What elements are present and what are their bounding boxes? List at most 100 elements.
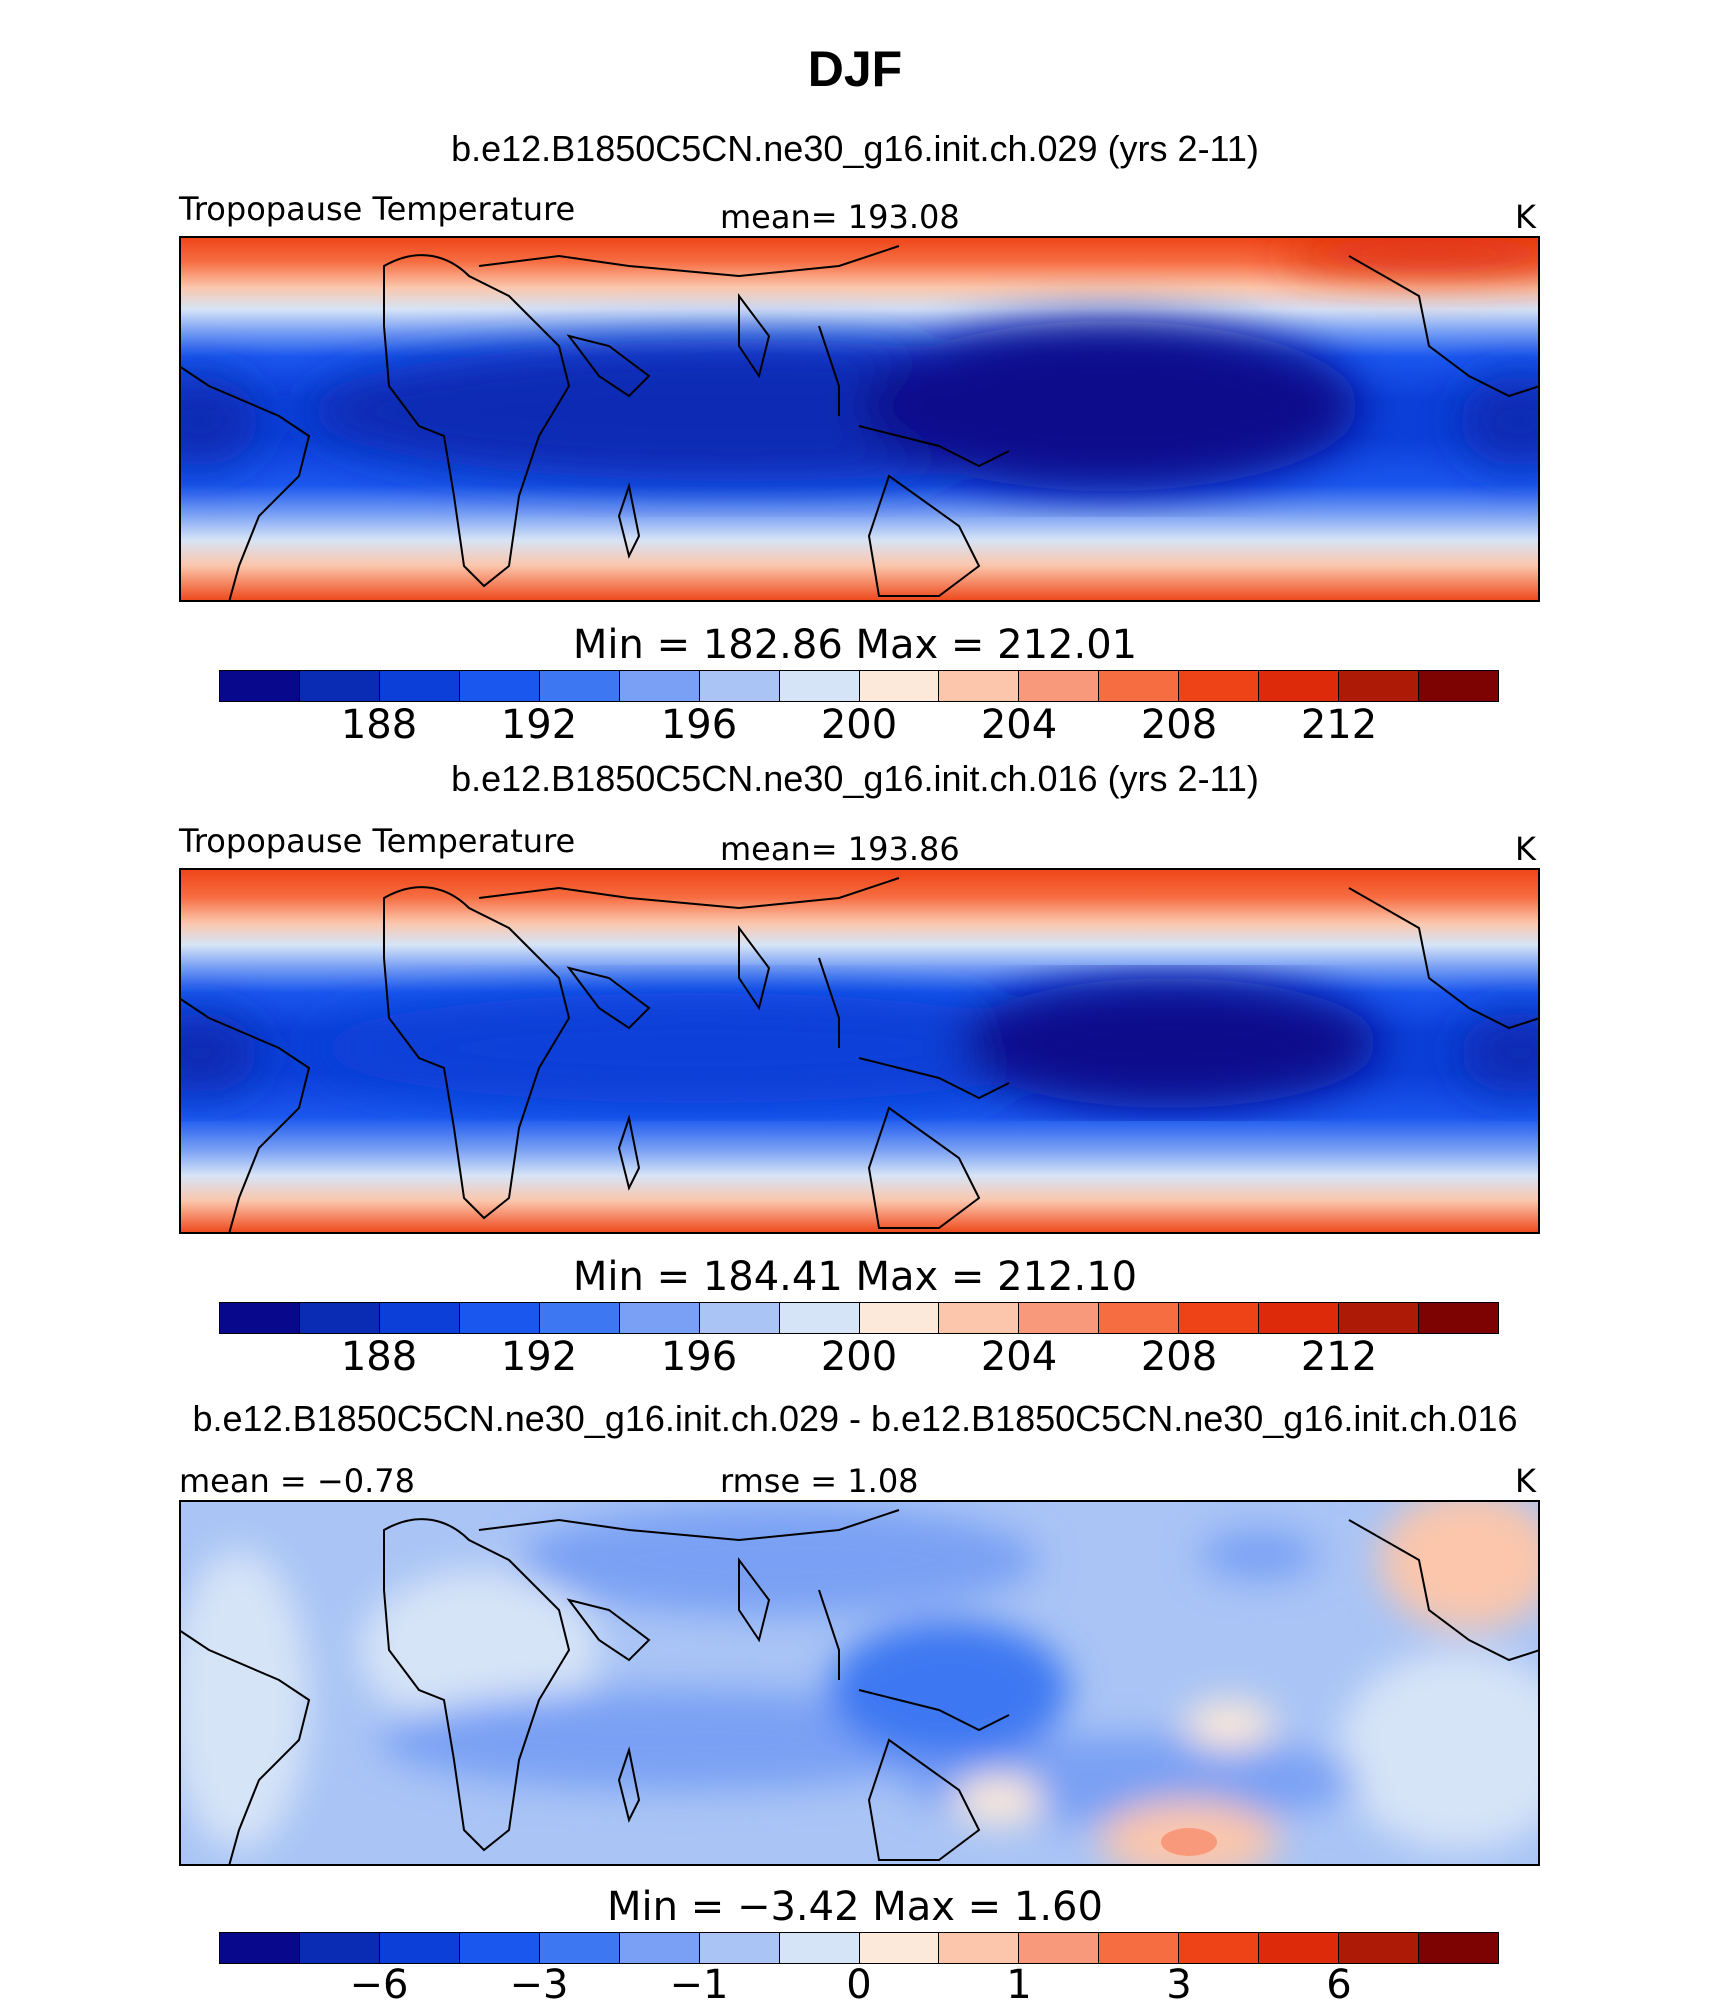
colorbar-box [299, 671, 380, 701]
colorbar-box [1419, 1933, 1498, 1963]
colorbar-box [1179, 1933, 1260, 1963]
panel1-variable-label: Tropopause Temperature [179, 190, 576, 228]
panel3-case-title: b.e12.B1850C5CN.ne30_g16.init.ch.029 - b… [192, 1398, 1518, 1439]
panel2-units-label: K [1515, 830, 1536, 868]
colorbar-box [699, 1303, 780, 1333]
colorbar-box [1099, 1303, 1180, 1333]
colorbar-box [459, 671, 540, 701]
panel1-colorbar-tick: 188 [340, 702, 418, 748]
colorbar-box [619, 671, 700, 701]
panel3-colorbar-tick: −3 [509, 1962, 569, 2008]
panel1-colorbar-tick: 200 [820, 702, 898, 748]
panel3-colorbar [219, 1932, 1499, 1964]
colorbar-box [779, 671, 860, 701]
colorbar-box [699, 671, 780, 701]
colorbar-box [1419, 671, 1498, 701]
panel1-colorbar-tick: 196 [660, 702, 738, 748]
panel1-frame [179, 236, 1540, 602]
colorbar-box [220, 1933, 300, 1963]
panel2-mean-label: mean= 193.86 [720, 830, 960, 868]
panel1-colorbar-tick: 192 [500, 702, 578, 748]
panel2-colorbar-tick: 196 [660, 1334, 738, 1380]
panel3-map [179, 1500, 1540, 1866]
colorbar-box [939, 1303, 1020, 1333]
figure-title: DJF [807, 41, 903, 97]
panel3-colorbar-tick: 0 [846, 1962, 872, 2008]
panel1-cold-pool [859, 321, 1359, 491]
panel3-minmax-label: Min = −3.42 Max = 1.60 [607, 1884, 1103, 1930]
colorbar-box [1019, 671, 1100, 701]
colorbar-box [379, 1303, 460, 1333]
panel1-warm-north [1279, 236, 1540, 274]
colorbar-box [539, 671, 620, 701]
colorbar-box [1419, 1303, 1498, 1333]
panel3-warm-max [1161, 1828, 1217, 1856]
panel1-colorbar-tick: 204 [980, 702, 1058, 748]
panel1-coastlines [179, 245, 1540, 602]
panel3-mean-label: mean = −0.78 [179, 1462, 415, 1500]
colorbar-box [1179, 1303, 1260, 1333]
colorbar-box [859, 671, 940, 701]
colorbar-box [220, 671, 300, 701]
colorbar-box [1339, 1303, 1420, 1333]
panel3-warm-east-pacific [1184, 1700, 1274, 1750]
panel2-coastlines [179, 877, 1540, 1234]
panel3-cool-asia [519, 1505, 1039, 1615]
colorbar-box [459, 1933, 540, 1963]
panel3-near-zero-west [179, 1550, 309, 1850]
panel3-near-zero-east [1339, 1650, 1540, 1850]
panel2-minmax-label: Min = 184.41 Max = 212.10 [572, 1254, 1138, 1300]
colorbar-box [939, 671, 1020, 701]
panel3-colorbar-tick: 3 [1166, 1962, 1192, 2008]
colorbar-box [539, 1303, 620, 1333]
colorbar-box [779, 1933, 860, 1963]
colorbar-box [619, 1933, 700, 1963]
colorbar-box [859, 1933, 940, 1963]
panel3-cool-indian [379, 1690, 979, 1790]
colorbar-box [1259, 671, 1340, 701]
panel2-colorbar-tick: 200 [820, 1334, 898, 1380]
panel3-colorbar-tick: −6 [349, 1962, 409, 2008]
colorbar-box [1259, 1933, 1340, 1963]
panel1-map [179, 236, 1540, 602]
panel3-warm-australia [954, 1775, 1044, 1825]
panel2-colorbar-tick: 188 [340, 1334, 418, 1380]
colorbar-box [1339, 1933, 1420, 1963]
panel2-colorbar-tick: 204 [980, 1334, 1058, 1380]
panel3-warm-north-america [1379, 1500, 1540, 1630]
panel2-case-title: b.e12.B1850C5CN.ne30_g16.init.ch.016 (yr… [451, 758, 1259, 799]
panel3-colorbar-tick: 6 [1326, 1962, 1352, 2008]
panel1-case-title: b.e12.B1850C5CN.ne30_g16.init.ch.029 (yr… [451, 128, 1259, 169]
panel3-coastlines [179, 1509, 1540, 1866]
colorbar-box [459, 1303, 540, 1333]
panel3-cool-maritime [829, 1620, 1069, 1760]
colorbar-box [1339, 671, 1420, 701]
colorbar-box [1179, 671, 1260, 701]
panel2-cold-pool-east [1459, 1013, 1540, 1093]
colorbar-box [1019, 1933, 1100, 1963]
panel1-cold-pool-east [1459, 376, 1540, 466]
colorbar-box [299, 1303, 380, 1333]
panel2-colorbar-tick: 208 [1140, 1334, 1218, 1380]
panel3-colorbar-tick: 1 [1006, 1962, 1032, 2008]
panel2-cold-pool-west [179, 1013, 259, 1093]
colorbar-box [699, 1933, 780, 1963]
colorbar-box [379, 1933, 460, 1963]
colorbar-box [1099, 671, 1180, 701]
colorbar-box [1099, 1933, 1180, 1963]
panel2-variable-label: Tropopause Temperature [179, 822, 576, 860]
colorbar-box [299, 1933, 380, 1963]
panel1-units-label: K [1515, 198, 1536, 236]
panel1-colorbar-tick: 212 [1300, 702, 1378, 748]
colorbar-box [220, 1303, 300, 1333]
colorbar-box [539, 1933, 620, 1963]
panel2-cold-band [319, 993, 1079, 1103]
panel1-colorbar-tick: 208 [1140, 702, 1218, 748]
panel3-rmse-label: rmse = 1.08 [720, 1462, 919, 1500]
panel2-colorbar-tick: 212 [1300, 1334, 1378, 1380]
panel3-cool-north-pacific [1199, 1530, 1319, 1580]
panel2-cold-pool [959, 978, 1379, 1108]
colorbar-box [619, 1303, 700, 1333]
colorbar-box [939, 1933, 1020, 1963]
panel2-map [179, 868, 1540, 1234]
